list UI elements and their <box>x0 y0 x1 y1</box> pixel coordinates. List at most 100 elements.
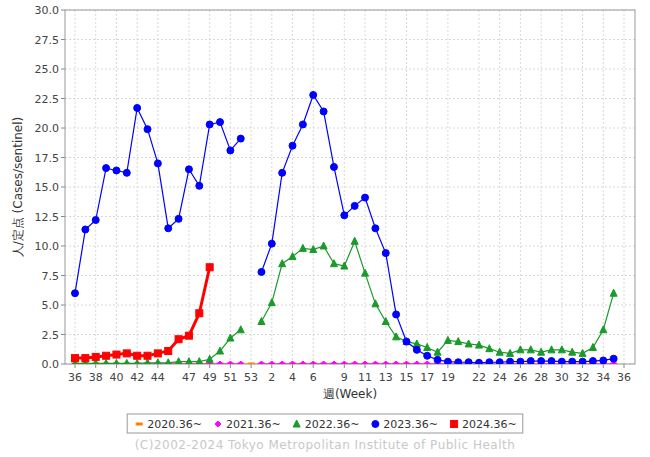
legend-label: 2020.36~ <box>147 418 202 431</box>
point <box>134 359 141 364</box>
point <box>310 246 317 253</box>
point <box>341 361 347 364</box>
plot-frame <box>65 10 635 364</box>
point <box>103 165 110 172</box>
tick <box>75 364 76 368</box>
point <box>269 361 275 364</box>
tick-label: 15 <box>399 371 413 384</box>
legend-item: 2022.36~ <box>293 418 359 431</box>
point <box>154 359 161 364</box>
point <box>103 352 110 359</box>
point <box>123 359 130 364</box>
point <box>393 361 399 364</box>
tick-label: 17.5 <box>35 152 60 165</box>
point <box>175 336 182 343</box>
legend-marker <box>215 421 221 427</box>
tick-label: 53 <box>244 371 258 384</box>
tick-label: 4 <box>289 371 296 384</box>
tick <box>624 364 625 368</box>
point <box>196 358 203 364</box>
point <box>372 225 379 232</box>
grid-line <box>251 10 252 364</box>
point <box>300 361 306 364</box>
grid-line <box>478 10 479 364</box>
point <box>144 126 151 133</box>
series-line <box>75 95 614 363</box>
point <box>217 119 224 126</box>
point <box>289 253 296 260</box>
point <box>507 349 514 356</box>
plot-background <box>65 10 635 364</box>
point <box>496 359 503 364</box>
point <box>290 361 296 364</box>
point <box>393 333 400 340</box>
grid-line <box>427 10 428 364</box>
point <box>279 260 286 267</box>
tick <box>251 364 252 368</box>
point <box>465 359 472 364</box>
point <box>403 338 410 345</box>
point <box>475 341 482 348</box>
point <box>548 358 555 364</box>
grid-line <box>499 10 500 364</box>
tick <box>478 364 479 368</box>
point <box>72 355 79 362</box>
tick-label: 0.0 <box>42 358 60 371</box>
point <box>154 350 161 357</box>
tick <box>61 187 65 188</box>
grid-line <box>561 10 562 364</box>
point <box>589 343 596 350</box>
point <box>237 135 244 142</box>
grid-line <box>65 216 635 217</box>
point <box>330 163 337 170</box>
tick-label: 40 <box>109 371 123 384</box>
legend: 2020.36~2021.36~2022.36~2023.36~2024.36~ <box>127 414 523 433</box>
point <box>227 147 234 154</box>
point <box>424 352 431 359</box>
grid-line <box>75 10 76 364</box>
tick <box>61 334 65 335</box>
point <box>289 142 296 149</box>
point <box>92 217 99 224</box>
point <box>496 348 503 355</box>
point <box>185 332 192 339</box>
point <box>113 359 120 364</box>
point <box>258 361 264 364</box>
point <box>414 361 420 364</box>
legend-item: 2024.36~ <box>451 418 517 431</box>
tick-label: 22 <box>472 371 486 384</box>
tick <box>292 364 293 368</box>
footer: (C)2002-2024 Tokyo Metropolitan Institut… <box>135 438 516 452</box>
tick <box>520 364 521 368</box>
point <box>196 182 203 189</box>
grid-line <box>313 10 314 364</box>
tick <box>61 128 65 129</box>
point <box>227 334 234 341</box>
tick <box>61 10 65 11</box>
tick <box>582 364 583 368</box>
tick <box>603 364 604 368</box>
tick <box>499 364 500 368</box>
grid-line <box>271 10 272 364</box>
point <box>372 300 379 307</box>
point <box>538 358 545 364</box>
tick <box>61 69 65 70</box>
point <box>527 346 534 353</box>
legend-item: 2023.36~ <box>372 418 438 431</box>
point <box>248 363 254 364</box>
point <box>217 347 224 354</box>
grid-line <box>65 305 635 306</box>
point <box>600 326 607 333</box>
tick <box>561 364 562 368</box>
grid-line <box>406 10 407 364</box>
point <box>310 361 316 364</box>
point <box>185 166 192 173</box>
point <box>558 358 565 364</box>
point <box>134 104 141 111</box>
tick-label: 10.0 <box>35 240 60 253</box>
grid-line <box>582 10 583 364</box>
point <box>486 345 493 352</box>
tick <box>157 364 158 368</box>
point <box>82 355 89 362</box>
point <box>238 361 244 364</box>
